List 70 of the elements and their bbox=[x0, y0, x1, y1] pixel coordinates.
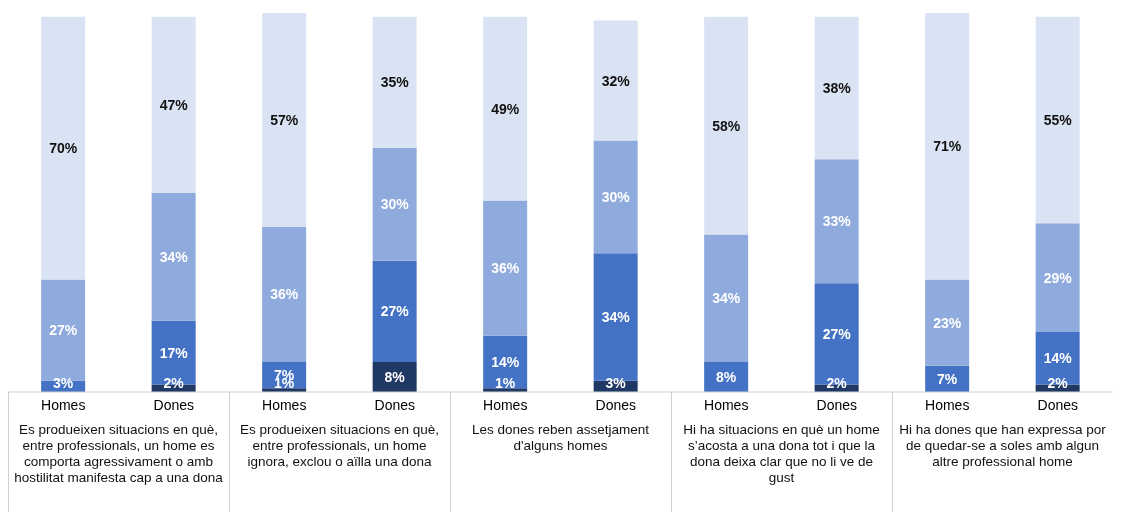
data-label: 32% bbox=[601, 72, 631, 89]
data-label: 34% bbox=[712, 290, 741, 307]
bar bbox=[925, 279, 970, 366]
text: Hi ha situacions en què un home s’acosta a una dona tot i que la dona deixa clar que no li ve de gust bbox=[682, 422, 881, 486]
data-label: 71% bbox=[933, 138, 962, 155]
bar bbox=[262, 13, 307, 227]
bar bbox=[483, 200, 528, 336]
x-tick-label: Homes bbox=[262, 396, 307, 413]
data-label: 2% bbox=[163, 375, 185, 391]
data-label: 14% bbox=[491, 353, 520, 370]
x-tick-label: Homes bbox=[925, 396, 970, 413]
data-label: 47% bbox=[159, 96, 189, 113]
bar bbox=[1035, 223, 1080, 332]
bar bbox=[1035, 16, 1080, 224]
data-label: 2% bbox=[1047, 375, 1069, 391]
data-label: 29% bbox=[1043, 269, 1073, 286]
data-label: 34% bbox=[601, 308, 631, 325]
data-label: 3% bbox=[53, 375, 74, 391]
bar bbox=[372, 148, 417, 261]
data-label: 1% bbox=[495, 375, 516, 391]
text: Es produeixen situacions en què, entre professionals, un home es comporta agressivament o amb hostilitat manifesta cap a una dona bbox=[14, 422, 223, 486]
data-label: 34% bbox=[159, 248, 189, 265]
data-label: 14% bbox=[1043, 350, 1073, 367]
bar bbox=[262, 226, 307, 362]
bar bbox=[593, 20, 638, 141]
bar bbox=[151, 16, 196, 194]
x-tick-label: Dones bbox=[374, 396, 415, 413]
data-label: 38% bbox=[822, 80, 852, 97]
bar bbox=[704, 16, 749, 235]
data-label: 27% bbox=[380, 303, 410, 320]
data-label: 23% bbox=[933, 314, 962, 331]
data-label: 36% bbox=[270, 286, 299, 303]
data-label: 8% bbox=[716, 368, 737, 385]
bar bbox=[483, 16, 528, 201]
data-label: 35% bbox=[380, 74, 410, 91]
data-label: 7% bbox=[937, 370, 958, 387]
data-label: 57% bbox=[270, 111, 299, 128]
data-label: 27% bbox=[822, 325, 852, 342]
data-label: 30% bbox=[601, 188, 631, 205]
bar bbox=[593, 140, 638, 254]
data-label: 27% bbox=[49, 322, 78, 339]
x-tick-label: Dones bbox=[816, 396, 857, 413]
bar bbox=[41, 16, 86, 280]
x-tick-label: Homes bbox=[704, 396, 749, 413]
bar bbox=[372, 260, 417, 362]
text: Es produeixen situacions en què, entre professionals, un home ignora, exclou o aïlla una dona bbox=[239, 422, 440, 470]
data-label: 8% bbox=[384, 368, 406, 385]
x-tick-label: Dones bbox=[153, 396, 194, 413]
data-label: 36% bbox=[491, 260, 520, 277]
x-tick-label: Homes bbox=[483, 396, 528, 413]
data-label: 49% bbox=[491, 100, 520, 117]
text: Les dones reben assetjament d'alguns homes bbox=[470, 422, 651, 454]
x-tick-label: Homes bbox=[41, 396, 86, 413]
bar bbox=[814, 16, 859, 160]
bar bbox=[704, 234, 749, 362]
data-label: 58% bbox=[712, 117, 741, 134]
data-label: 3% bbox=[605, 375, 627, 391]
x-tick-label: Dones bbox=[1037, 396, 1078, 413]
x-tick-label: Dones bbox=[595, 396, 636, 413]
data-label: 55% bbox=[1043, 111, 1073, 128]
data-label: 33% bbox=[822, 213, 852, 230]
bar bbox=[814, 159, 859, 284]
data-label: 17% bbox=[159, 344, 189, 361]
bar bbox=[925, 13, 970, 280]
bar bbox=[151, 193, 196, 321]
text: Hi ha dones que han expressa por de quedar-se a soles amb algun altre professional home bbox=[898, 422, 1107, 470]
bar bbox=[372, 16, 417, 149]
data-label: 70% bbox=[49, 140, 78, 157]
data-label: 2% bbox=[826, 375, 848, 391]
data-label: 30% bbox=[380, 196, 410, 213]
